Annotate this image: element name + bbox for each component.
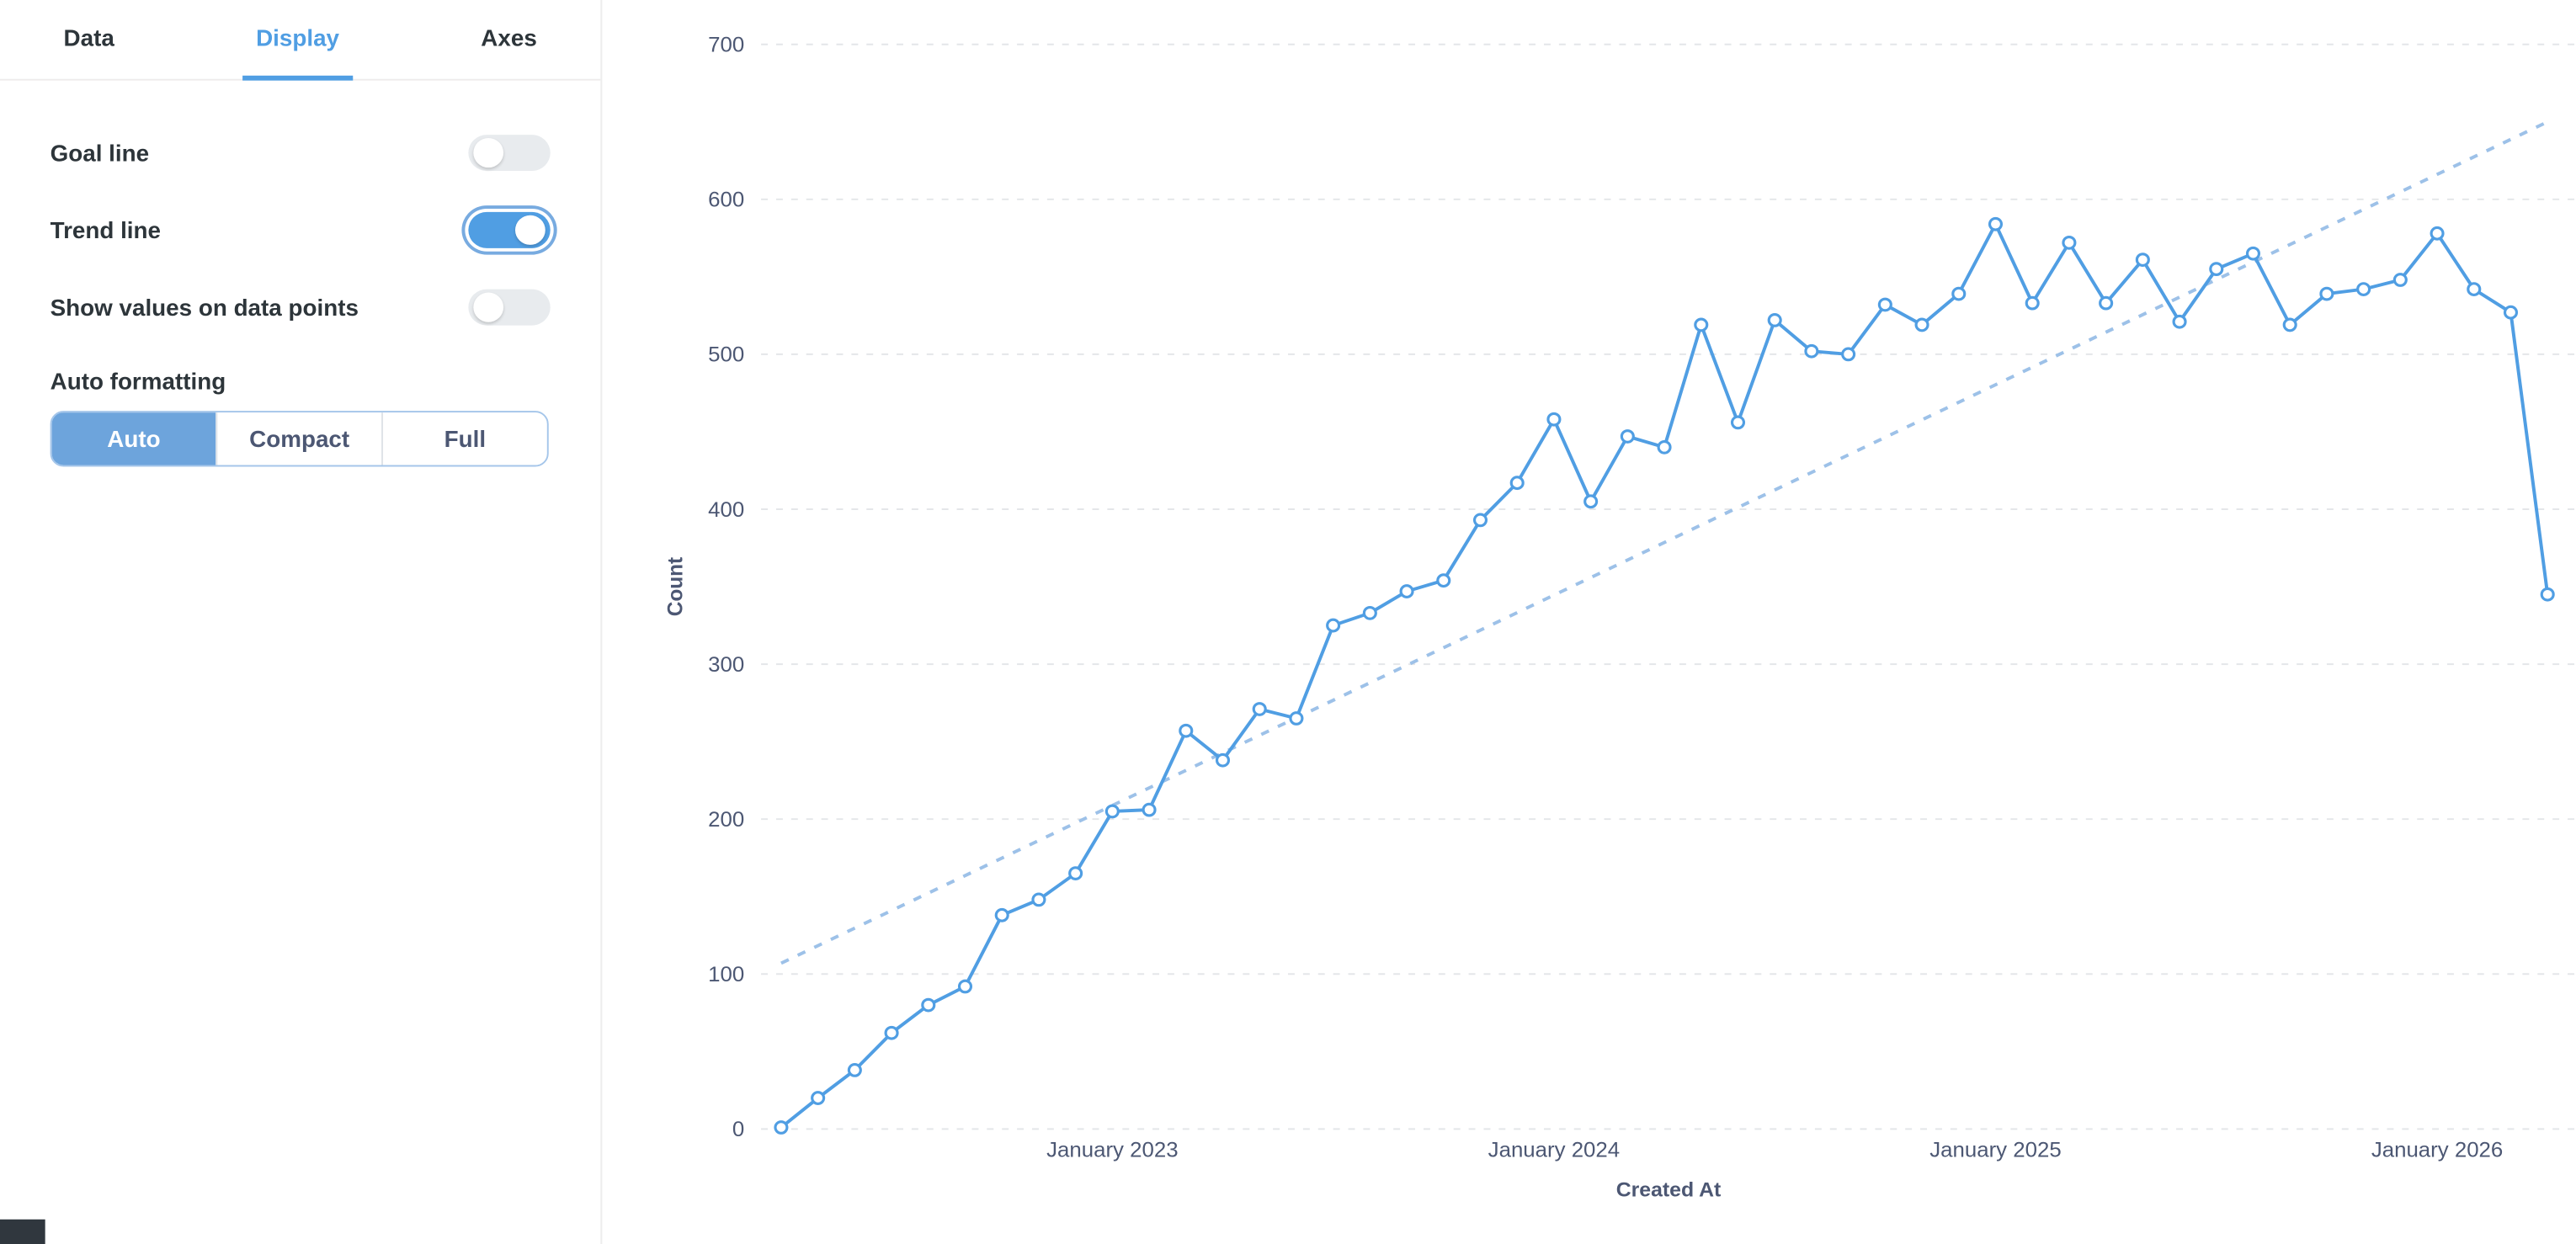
toggle-knob [473,291,504,322]
svg-text:400: 400 [708,498,744,522]
display-settings: Goal line Trend line Show values on data… [0,81,600,467]
setting-show-values: Show values on data points [51,268,551,345]
segment-full[interactable]: Full [381,412,547,465]
show-values-label: Show values on data points [50,293,359,320]
svg-text:Count: Count [665,557,688,616]
svg-text:January 2023: January 2023 [1046,1139,1178,1162]
show-values-toggle[interactable] [468,288,551,325]
segment-compact[interactable]: Compact [216,412,382,465]
trend-line-toggle[interactable] [468,210,551,247]
tab-axes[interactable]: Axes [481,24,537,51]
svg-text:January 2024: January 2024 [1488,1139,1620,1162]
goal-line-label: Goal line [50,138,150,166]
svg-text:0: 0 [732,1118,744,1141]
svg-text:300: 300 [708,653,744,677]
trend-line-label: Trend line [50,215,162,242]
svg-text:700: 700 [708,34,744,57]
goal-line-toggle[interactable] [468,134,551,171]
tab-display[interactable]: Display [242,0,353,81]
svg-text:500: 500 [708,343,744,367]
segment-auto[interactable]: Auto [51,412,216,465]
svg-text:100: 100 [708,963,744,986]
settings-tabs: Data Display Axes [0,0,601,81]
auto-formatting-segmented: Auto Compact Full [50,411,549,467]
chart-area[interactable]: 0 100 200 300 400 500 600 700 January 2023 Januar… [604,0,2576,1244]
corner-dark-block [0,1219,45,1244]
toggle-knob [514,214,546,244]
svg-text:200: 200 [708,808,744,832]
setting-goal-line: Goal line [51,114,551,191]
auto-formatting-label: Auto formatting [50,368,226,395]
chart-settings-sidebar: Data Display Axes Goal line Trend line S… [0,0,603,1244]
svg-text:January 2025: January 2025 [1929,1139,2061,1162]
svg-text:Created At: Created At [1616,1179,1722,1202]
svg-text:600: 600 [708,189,744,212]
tab-data[interactable]: Data [63,24,114,51]
svg-text:January 2026: January 2026 [2371,1139,2503,1162]
line-chart-svg[interactable]: 0 100 200 300 400 500 600 700 January 2023 Januar… [604,0,2576,1244]
setting-trend-line: Trend line [51,190,551,268]
toggle-knob [473,137,504,167]
